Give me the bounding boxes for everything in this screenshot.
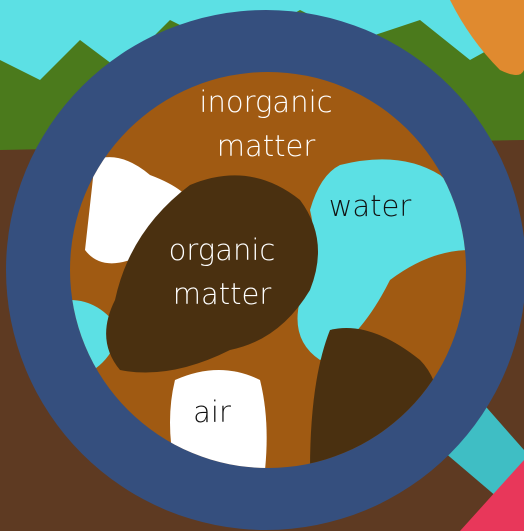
label-line: air <box>193 395 231 429</box>
soil-magnifier-illustration: inorganic matter water organic matter ai… <box>0 0 524 531</box>
label-line: organic <box>169 233 276 267</box>
label-line: inorganic <box>199 85 332 119</box>
label-line: matter <box>217 129 316 163</box>
label-line: water <box>329 189 412 223</box>
label-line: matter <box>173 277 272 311</box>
